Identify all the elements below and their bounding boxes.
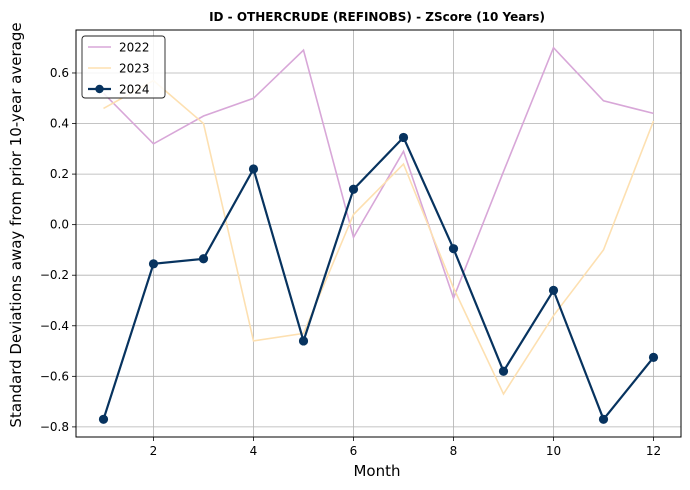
data-point: [598, 414, 609, 424]
y-tick-label: −0.4: [40, 319, 69, 333]
x-tick-label: 8: [450, 444, 458, 458]
plot-frame: [75, 29, 682, 438]
legend-label: 2024: [119, 83, 150, 97]
x-tick-label: 12: [646, 444, 661, 458]
y-tick-label: 0.6: [50, 66, 69, 80]
data-point: [148, 259, 159, 269]
series-2024: [98, 132, 659, 424]
legend-label: 2022: [119, 41, 150, 55]
y-tick-label: −0.6: [40, 369, 69, 383]
series-line-2024: [102, 135, 655, 422]
x-axis-label: Month: [353, 462, 400, 480]
data-point: [498, 366, 509, 376]
data-point: [198, 254, 209, 264]
series-line-2022: [102, 46, 654, 301]
series-group: [98, 46, 659, 424]
y-tick-label: 0.4: [50, 117, 69, 131]
chart-title: ID - OTHERCRUDE (REFINOBS) - ZScore (10 …: [209, 10, 545, 24]
ticks: 2 4 6 8 10 12 −0.8 −0.6 −0.4 −0.2 0.0 0.2 0.4 0.6: [40, 66, 661, 458]
y-tick-label: 0.0: [50, 218, 69, 232]
legend-entry: 2023: [88, 62, 150, 76]
legend-box: [81, 35, 166, 99]
data-point: [348, 184, 359, 194]
series-line-2023: [103, 79, 655, 396]
legend-entry: 2024: [88, 83, 150, 97]
legend-label: 2023: [119, 62, 150, 76]
series-2022: [102, 46, 654, 301]
data-point: [648, 352, 659, 362]
y-axis-label: Standard Deviations away from prior 10-y…: [7, 22, 25, 427]
data-point: [398, 132, 409, 143]
data-point: [248, 164, 259, 174]
legend: 2022 2023 2024: [81, 35, 166, 99]
x-tick-label: 2: [150, 444, 158, 458]
grid: [76, 30, 681, 437]
data-point: [298, 336, 309, 346]
series-2023: [103, 79, 655, 396]
data-point: [448, 244, 459, 254]
x-tick-label: 6: [350, 444, 358, 458]
data-point: [98, 414, 109, 424]
x-tick-label: 4: [250, 444, 258, 458]
y-tick-label: −0.8: [40, 420, 69, 434]
data-point: [548, 285, 559, 295]
x-tick-label: 10: [546, 444, 561, 458]
y-tick-label: 0.2: [50, 167, 69, 181]
y-tick-label: −0.2: [40, 268, 69, 282]
legend-entry: 2022: [88, 41, 150, 55]
legend-marker: [95, 84, 104, 94]
